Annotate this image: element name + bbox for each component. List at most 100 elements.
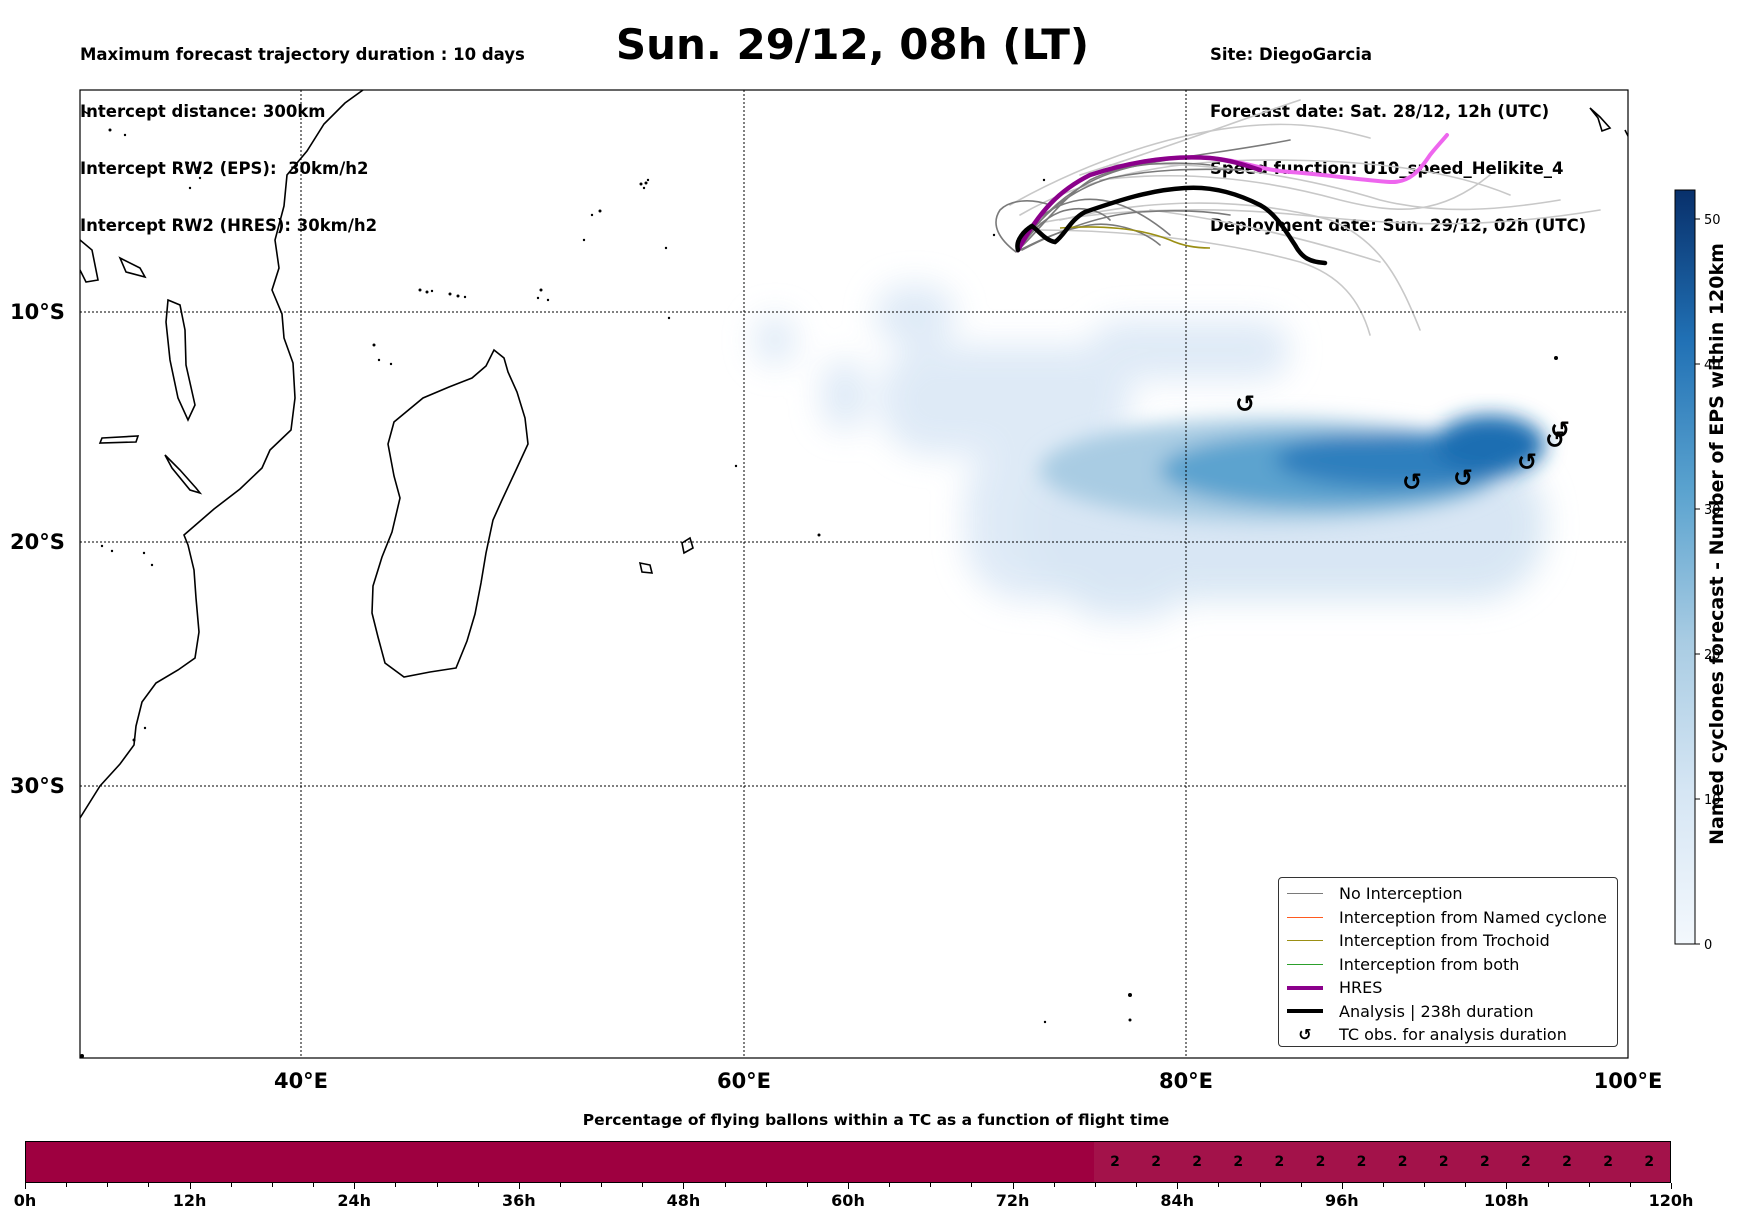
legend-label: Interception from both [1339, 954, 1520, 974]
timeline-cell [519, 1142, 560, 1182]
legend-item-analysis: Analysis | 238h duration [1285, 1000, 1611, 1024]
forecast-parameters: Maximum forecast trajectory duration : 1… [80, 7, 525, 254]
timeline-cell [889, 1142, 930, 1182]
timeline-cell [273, 1142, 314, 1182]
colorbar-tick-label: 50 [1704, 213, 1721, 228]
tc-obs-symbol: ↺ [1517, 448, 1537, 476]
timeline-tick [642, 1183, 644, 1187]
lat-label-10s: 10°S [10, 300, 65, 324]
param-line: Intercept RW2 (HRES): 30km/h2 [80, 216, 378, 235]
timeline-cell [971, 1142, 1012, 1182]
timeline-cell [190, 1142, 231, 1182]
colorbar: 0 10 20 30 40 50 [1674, 189, 1721, 953]
tc-obs-icon: ↺ [1298, 1025, 1312, 1045]
lon-label-100e: 100°E [1594, 1069, 1663, 1093]
timeline-cell: 2 [1587, 1142, 1629, 1182]
timeline-cell: 2 [1094, 1142, 1136, 1182]
timeline-cell: 2 [1135, 1142, 1177, 1182]
timeline-tick [1177, 1183, 1179, 1189]
timeline-cell [108, 1142, 149, 1182]
timeline-tick [1382, 1183, 1384, 1187]
timeline-tick [559, 1183, 561, 1187]
site-line: Site: DiegoGarcia [1210, 45, 1373, 64]
param-line: Maximum forecast trajectory duration : 1… [80, 45, 525, 64]
timeline-cell: 2 [1299, 1142, 1341, 1182]
timeline-title: Percentage of flying ballons within a TC… [582, 1111, 1170, 1129]
timeline-tick-label: 48h [666, 1191, 701, 1210]
legend-label: HRES [1339, 978, 1383, 998]
timeline-cell [149, 1142, 190, 1182]
lon-label-60e: 60°E [717, 1069, 771, 1093]
tc-observations: ↺ ↺ ↺ ↺ ↺ ↺ [1235, 390, 1570, 496]
timeline-cell [642, 1142, 683, 1182]
tc-obs-symbol: ↺ [1550, 416, 1570, 444]
timeline-tick-label: 60h [831, 1191, 865, 1210]
timeline-cell [807, 1142, 848, 1182]
timeline-tick-label: 84h [1160, 1191, 1195, 1210]
timeline-tick-label: 72h [995, 1191, 1030, 1210]
timeline-tick [1671, 1183, 1672, 1189]
colorbar-gradient [1674, 189, 1696, 945]
eps-trajectories [995, 99, 1601, 336]
timeline-tick [395, 1183, 397, 1187]
legend-label: TC obs. for analysis duration [1339, 1025, 1567, 1045]
timeline-tick [313, 1183, 315, 1187]
timeline-cell: 2 [1423, 1142, 1465, 1182]
timeline-cell: 2 [1382, 1142, 1424, 1182]
timeline-cell [437, 1142, 478, 1182]
legend-label: Analysis | 238h duration [1339, 1001, 1534, 1021]
param-line: Intercept distance: 300km [80, 102, 326, 121]
timeline-tick-label: 0h [13, 1191, 37, 1210]
colorbar-ticks: 0 10 20 30 40 50 [1695, 213, 1721, 953]
timeline-tick [724, 1183, 726, 1187]
timeline-tick [1506, 1183, 1508, 1189]
timeline-cell: 2 [1258, 1142, 1300, 1182]
legend-item-no-interception: No Interception [1285, 882, 1611, 906]
timeline-cell [930, 1142, 971, 1182]
timeline-cell: 2 [1505, 1142, 1547, 1182]
timeline-tick [477, 1183, 479, 1187]
timeline-cell [478, 1142, 519, 1182]
timeline-tick [601, 1183, 603, 1187]
trochoid-interception-track [1059, 226, 1211, 249]
timeline-tick [271, 1183, 273, 1187]
map-content: ↺ ↺ ↺ ↺ ↺ ↺ [80, 90, 1628, 1058]
colorbar-title: Named cyclones forecast - Number of EPS … [1706, 243, 1728, 845]
timeline-tick [1588, 1183, 1590, 1187]
timeline-tick [354, 1183, 356, 1189]
timeline-tick [25, 1183, 26, 1189]
timeline-cell [766, 1142, 807, 1182]
timeline-tick [436, 1183, 438, 1187]
tc-obs-symbol: ↺ [1402, 468, 1422, 496]
map-title: Sun. 29/12, 08h (LT) [615, 20, 1090, 69]
timeline-axis: 0h 12h 24h 36h 48h 60h 72h 84h 96h 108h 120h [0, 1183, 1752, 1213]
timeline-tick [107, 1183, 109, 1187]
param-line: Intercept RW2 (EPS): 30km/h2 [80, 159, 369, 178]
timeline-tick [1259, 1183, 1261, 1187]
lon-label-80e: 80°E [1159, 1069, 1213, 1093]
hres-track [1015, 155, 1263, 253]
timeline-cell [684, 1142, 725, 1182]
colorbar-tick-label: 20 [1704, 648, 1721, 663]
legend-item-both: Interception from both [1285, 953, 1611, 977]
timeline-cell: 2 [1217, 1142, 1259, 1182]
timeline-tick [930, 1183, 932, 1187]
map-legend: No Interception Interception from Named … [1278, 877, 1618, 1047]
timeline-cell: 2 [1176, 1142, 1218, 1182]
timeline-tick [1629, 1183, 1631, 1187]
timeline-tick [1218, 1183, 1220, 1187]
timeline-tick [1341, 1183, 1343, 1189]
legend-label: Interception from Trochoid [1339, 931, 1550, 951]
timeline-tick [806, 1183, 808, 1187]
timeline-tick [1053, 1183, 1055, 1187]
timeline-cell: 2 [1341, 1142, 1383, 1182]
timeline-tick [765, 1183, 767, 1187]
site-line: Forecast date: Sat. 28/12, 12h (UTC) [1210, 102, 1550, 121]
timeline-tick-label: 120h [1648, 1191, 1694, 1210]
timeline-cell [26, 1142, 67, 1182]
timeline-cell: 2 [1464, 1142, 1506, 1182]
colorbar-tick-label: 30 [1704, 503, 1721, 518]
timeline-tick [971, 1183, 973, 1187]
coastlines [80, 90, 1628, 819]
